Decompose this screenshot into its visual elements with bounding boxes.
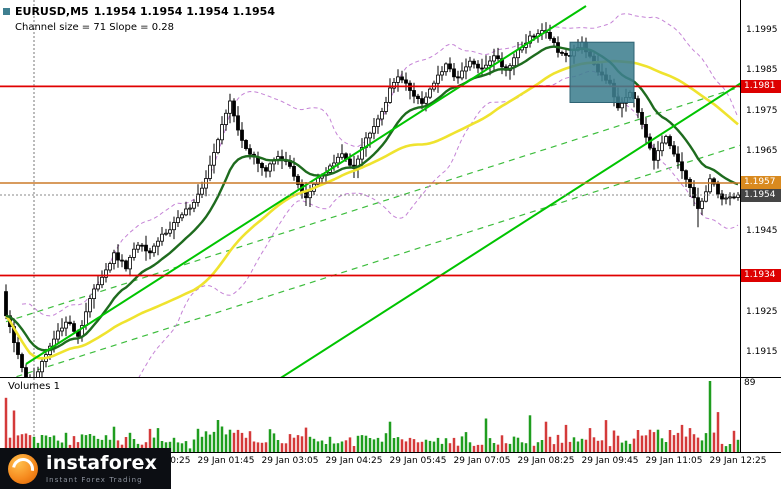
price-tick: 1.1925 [746,306,778,317]
bollinger-lower-band [138,70,739,377]
time-label: 29 Jan 12:25 [709,456,767,466]
ohlc-values: 1.1954 1.1954 1.1954 1.1954 [93,5,275,18]
highlight-box[interactable] [569,41,635,103]
time-label: 29 Jan 04:25 [325,456,383,466]
price-tick: 1.1985 [746,65,778,76]
price-badge-1.1954: 1.1954 [741,188,781,202]
solid-green-trendline[interactable] [25,5,587,365]
ma-slow-yellow-line [4,59,739,360]
time-label: 29 Jan 05:45 [389,456,447,466]
dashed-green-trendline[interactable] [5,86,742,323]
volume-axis-max: 89 [744,378,756,388]
price-axis[interactable]: 1.1995 1.1985 1.1975 1.1965 1.1945 1.1925 1.19… [741,0,781,453]
volume-indicator-label: Volumes 1 [8,381,60,392]
price-tick: 1.1945 [746,226,778,237]
dashed-green-trendline[interactable] [6,144,742,380]
volume-subwindow[interactable] [4,378,740,452]
time-label: 29 Jan 01:45 [197,456,255,466]
brand-name: instaforex [46,451,158,474]
chart-marker-icon [3,8,10,15]
time-label: 29 Jan 03:05 [261,456,319,466]
solid-green-trendline[interactable] [246,82,742,400]
price-badge-1.1934: 1.1934 [741,268,781,282]
time-label: 29 Jan 11:05 [645,456,703,466]
broker-watermark: instaforex Instant Forex Trading [0,448,172,489]
main-pane[interactable] [0,0,742,405]
bollinger-upper-band [21,13,739,317]
price-tick: 1.1965 [746,145,778,156]
volume-bars [4,381,740,452]
price-badge-1.1957: 1.1957 [741,176,781,190]
channel-info: Channel size = 71 Slope = 0.28 [15,22,175,33]
time-label: 29 Jan 08:25 [517,456,575,466]
chart-header: EURUSD,M5 1.1954 1.1954 1.1954 1.1954 [3,5,275,18]
price-tick: 1.1915 [746,346,778,357]
brand-tagline: Instant Forex Trading [46,475,143,484]
price-badge-1.1981: 1.1981 [741,79,781,93]
time-label: 29 Jan 09:45 [581,456,639,466]
symbol-timeframe: EURUSD,M5 [15,5,89,18]
price-tick: 1.1995 [746,25,778,36]
price-tick: 1.1975 [746,105,778,116]
instaforex-logo-icon [8,453,38,484]
time-label: 29 Jan 07:05 [453,456,511,466]
